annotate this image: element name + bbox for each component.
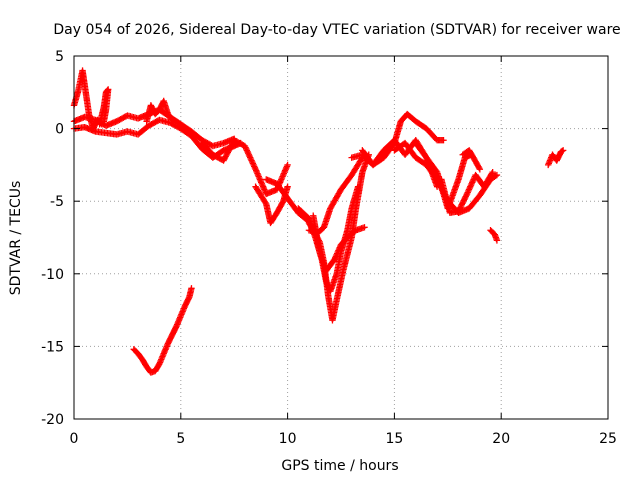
y-tick-label: -10 bbox=[41, 267, 64, 283]
data-point bbox=[469, 177, 477, 185]
data-point bbox=[475, 164, 483, 172]
x-tick-label: 10 bbox=[279, 431, 297, 447]
y-axis-title: SDTVAR / TECUs bbox=[8, 181, 24, 296]
series-track-low-arc bbox=[130, 285, 195, 376]
x-tick-label: 20 bbox=[492, 431, 510, 447]
chart-title: Day 054 of 2026, Sidereal Day-to-day VTE… bbox=[53, 22, 620, 38]
data-point bbox=[467, 183, 474, 190]
data-point bbox=[466, 184, 473, 192]
x-axis-title: GPS time / hours bbox=[281, 458, 398, 474]
data-point bbox=[493, 237, 501, 244]
y-tick-label: -5 bbox=[50, 194, 64, 210]
data-point bbox=[488, 170, 496, 177]
series-track-evening-a bbox=[487, 227, 501, 244]
y-tick-label: -15 bbox=[41, 339, 64, 355]
data-point bbox=[249, 160, 257, 167]
data-point bbox=[464, 189, 471, 196]
data-point bbox=[558, 147, 566, 155]
data-point bbox=[468, 180, 475, 187]
x-tick-label: 0 bbox=[70, 431, 79, 447]
data-point bbox=[243, 147, 251, 154]
data-point bbox=[559, 147, 567, 154]
data-point bbox=[244, 148, 251, 156]
data-point bbox=[467, 182, 475, 189]
data-point bbox=[243, 145, 250, 153]
data-point bbox=[247, 155, 255, 163]
data-layer bbox=[70, 67, 567, 376]
y-tick-label: 0 bbox=[55, 122, 64, 138]
data-point bbox=[262, 199, 269, 206]
data-point bbox=[284, 183, 291, 190]
data-point bbox=[251, 163, 258, 170]
series-track-dip-c bbox=[310, 212, 368, 275]
series-track-midday-b bbox=[252, 183, 291, 227]
data-point bbox=[242, 144, 249, 151]
data-point bbox=[250, 161, 257, 169]
data-point bbox=[241, 142, 249, 150]
series-track-afternoon-c bbox=[438, 168, 496, 217]
data-point bbox=[463, 192, 470, 199]
data-point bbox=[245, 150, 252, 157]
data-point bbox=[249, 158, 256, 166]
data-point bbox=[251, 164, 259, 172]
series-track-morning-c bbox=[143, 97, 176, 125]
data-point bbox=[248, 157, 255, 164]
data-point bbox=[476, 166, 484, 173]
data-point bbox=[246, 152, 253, 160]
plot-border bbox=[73, 55, 609, 420]
data-point bbox=[493, 171, 501, 179]
data-point bbox=[470, 176, 477, 183]
data-point bbox=[247, 154, 254, 161]
grid-layer bbox=[74, 56, 608, 419]
data-point bbox=[168, 115, 175, 122]
data-point bbox=[361, 224, 368, 231]
y-tick-label: 5 bbox=[55, 49, 64, 65]
x-tick-label: 5 bbox=[176, 431, 185, 447]
data-point bbox=[188, 285, 195, 292]
series-track-midday-a bbox=[198, 137, 291, 198]
data-point bbox=[463, 190, 471, 198]
series-track-evening-b bbox=[544, 147, 567, 169]
series-track-afternoon-d bbox=[459, 147, 484, 173]
data-point bbox=[489, 168, 496, 176]
data-point bbox=[465, 186, 473, 193]
data-point bbox=[440, 137, 447, 144]
y-tick-label: -20 bbox=[41, 412, 64, 428]
data-point bbox=[284, 161, 291, 169]
data-point bbox=[465, 187, 472, 195]
data-point bbox=[245, 151, 253, 158]
x-tick-label: 25 bbox=[599, 431, 617, 447]
x-tick-label: 15 bbox=[385, 431, 403, 447]
series-track-recovery bbox=[359, 110, 447, 169]
series-track-dip-d bbox=[305, 154, 366, 237]
data-point bbox=[469, 179, 476, 186]
tick-layer: 0 5 10 15 20 25 -20 -15 -10 -5 0 5 bbox=[41, 49, 617, 447]
data-point bbox=[169, 116, 176, 124]
